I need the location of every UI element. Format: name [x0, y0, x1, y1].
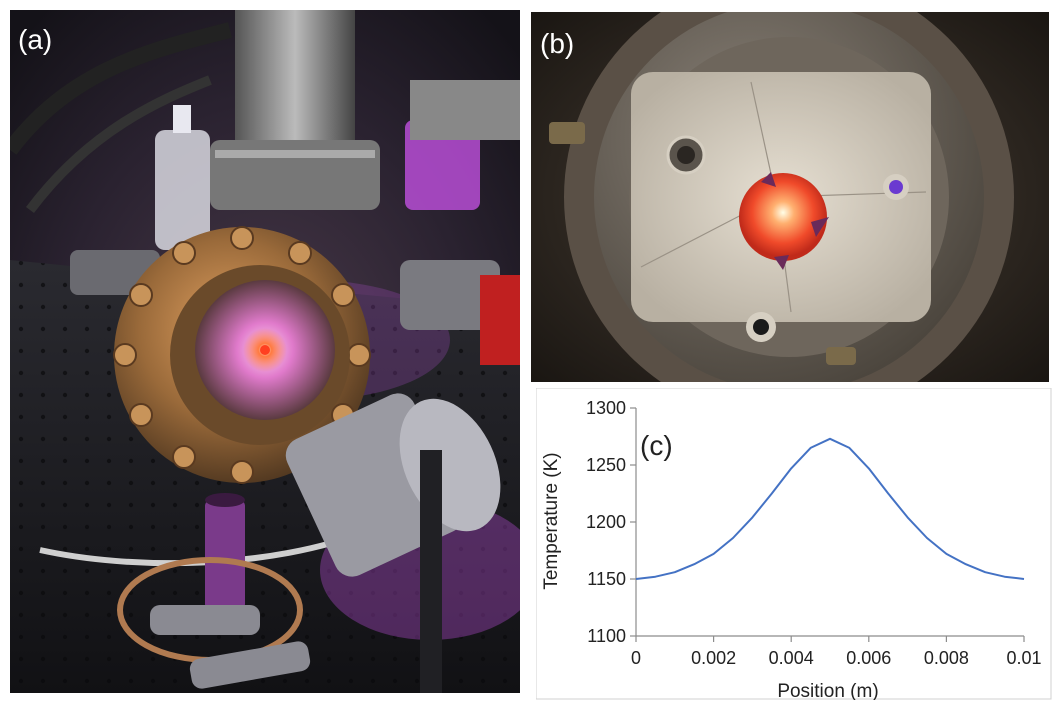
y-tick-label: 1150	[587, 569, 626, 589]
panel-label-b: (b)	[540, 28, 575, 59]
photo-heated-sample: (b)	[531, 12, 1049, 382]
panel-label-a: (a)	[18, 24, 53, 55]
y-tick-label: 1200	[586, 512, 626, 532]
y-tick-label: 1300	[586, 398, 626, 418]
y-tick-label: 1250	[586, 455, 626, 475]
temperature-chart: 1100 1150 1200 1250 1300 0 0.002 0.004 0.006 0.00…	[536, 388, 1052, 700]
panel-label-c: (c)	[640, 430, 673, 461]
x-tick-label: 0.008	[924, 648, 969, 668]
y-tick-label: 1100	[587, 626, 626, 646]
x-tick-label: 0	[631, 648, 641, 668]
vacuum-chamber-illustration	[10, 10, 520, 693]
photo-vacuum-chamber: (a)	[10, 10, 520, 693]
x-axis-label: Position (m)	[777, 681, 878, 700]
x-tick-label: 0.006	[846, 648, 891, 668]
temperature-chart-svg: 1100 1150 1200 1250 1300 0 0.002 0.004 0.006 0.00…	[536, 388, 1052, 700]
heated-sample-illustration	[531, 12, 1049, 382]
series-line-temperature	[635, 437, 1025, 580]
x-tick-label: 0.002	[691, 648, 736, 668]
y-axis-label: Temperature (K)	[541, 452, 562, 589]
x-tick-label: 0.004	[769, 648, 814, 668]
x-tick-label: 0.01	[1006, 648, 1041, 668]
